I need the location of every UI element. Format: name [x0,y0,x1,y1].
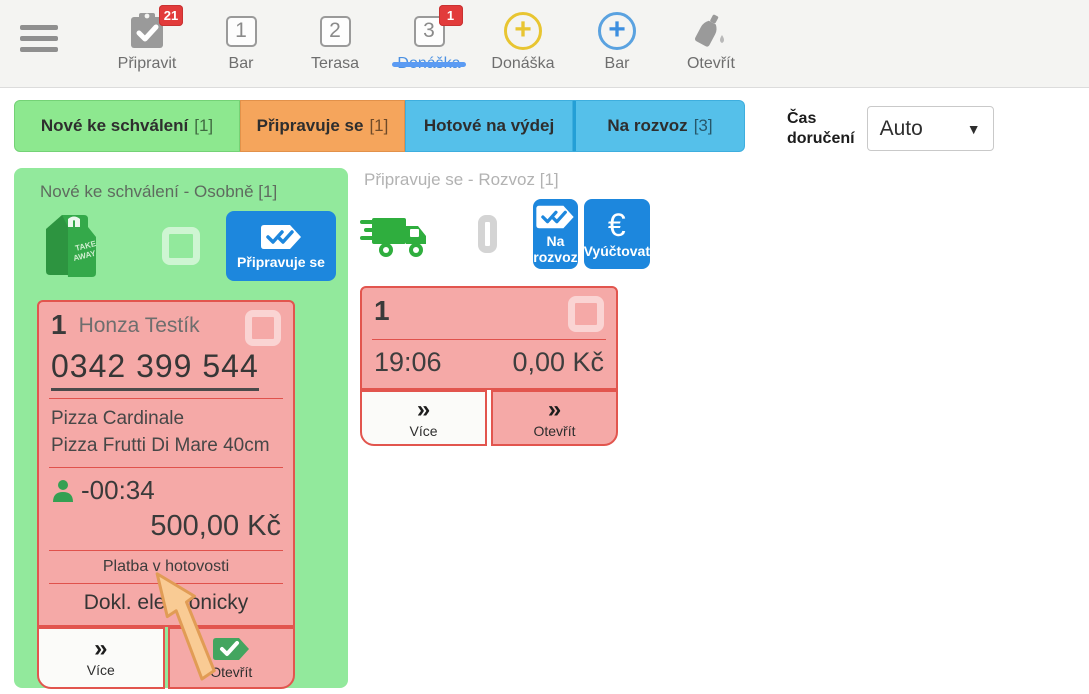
card-checkbox[interactable] [245,310,281,346]
button-label: Otevřít [210,664,253,681]
table-number-icon: 1 [225,11,257,51]
tab-hotove-na-vydej[interactable]: Hotové na výdej [405,100,573,152]
panel-pripravuje-se-rozvoz: Připravuje se - Rozvoz [1] [360,168,650,688]
panel-controls-row: TAKE AWAY Připravuje se [26,208,336,284]
more-icon: » [94,635,108,663]
more-icon: » [416,395,431,423]
tab-label: Připravuje se [256,116,364,135]
toolbar-item-label: Donáška [397,55,461,72]
clipboard-check-icon: 21 [129,5,183,51]
select-checkbox[interactable] [162,227,200,265]
euro-icon: € [607,207,626,243]
card-footer: » Více Otevřít [37,626,295,689]
tag-double-check-icon [536,205,575,229]
toolbar-item-label: Bar [604,55,630,72]
open-button[interactable]: » Otevřít [491,390,618,446]
takeaway-bag-icon: TAKE AWAY [42,213,100,279]
tag-check-green-icon [213,638,250,661]
delivery-truck-icon [360,208,430,260]
countdown-time: -00:34 [81,474,155,505]
toolbar-item-bar-1[interactable]: 1 Bar [194,0,288,73]
card-footer: » Více » Otevřít [360,390,618,446]
toolbar-item-label: Terasa [310,55,360,72]
button-label: Více [86,662,115,679]
order-card[interactable]: 1 Honza Testík 0342 399 544 Pizza Cardin… [37,300,295,627]
toolbar-item-donaska-active[interactable]: 3 1 Donáška [382,0,476,73]
order-total: 0,00 Kč [512,347,604,377]
order-item: Pizza Cardinale [51,408,185,429]
order-items: Pizza Cardinale Pizza Frutti Di Mare 40c… [39,406,293,460]
status-filter-row: Nové ke schválení [1] Připravuje se [1] … [14,100,1075,152]
toolbar-item-label: Připravit [117,55,177,72]
button-label: Otevřít [533,422,576,439]
receipt-type: Dokl. elektronicky [83,590,249,614]
divider [49,466,283,468]
chevron-down-icon: ▼ [966,120,981,137]
pripravuje-se-button[interactable]: Připravuje se [226,211,336,281]
tab-na-rozvoz[interactable]: Na rozvoz [3] [573,100,745,152]
toolbar-item-label: Donáška [491,55,555,72]
count-badge: 1 [438,5,463,26]
toolbar-item-add-donaska[interactable]: + Donáška [476,0,570,73]
tab-label: Na rozvoz [607,116,688,135]
panel-header: Nové ke schválení - Osobně [1] [40,182,278,201]
phone-link[interactable]: 0342 399 544 [51,348,259,391]
main-content: Nové ke schválení - Osobně [1] TAKE AWAY… [0,152,1089,689]
toolbar-item-otevrit[interactable]: Otevřít [664,0,758,73]
tab-nove-ke-schvaleni[interactable]: Nové ke schválení [1] [14,100,240,152]
button-label: Připravuje se [237,254,325,270]
tab-count: [1] [194,116,214,135]
tab-pripravuje-se[interactable]: Připravuje se [1] [240,100,405,152]
bottle-icon [691,11,731,51]
panel-header: Připravuje se - Rozvoz [1] [364,170,559,189]
divider [372,339,606,340]
divider [49,582,283,584]
table-number-icon: 2 [319,11,351,51]
top-toolbar: 21 Připravit 1 Bar 2 Terasa 3 1 Donáška … [0,0,1089,88]
delivery-time-select[interactable]: Auto ▼ [866,106,994,151]
toolbar-item-pripravit[interactable]: 21 Připravit [100,0,194,73]
more-button[interactable]: » Více [360,390,487,446]
tab-label: Hotové na výdej [423,116,555,135]
payment-method: Platba v hotovosti [102,557,230,575]
tab-count: [1] [369,116,389,135]
divider [49,549,283,551]
tag-double-check-icon [261,225,301,249]
panel-controls-row: Na rozvoz € Vyúčtovat [360,196,650,272]
order-number: 1 [374,295,390,326]
button-label: Vyúčtovat [583,243,650,259]
divider [49,398,283,399]
count-badge: 21 [159,5,183,26]
more-button[interactable]: » Více [37,626,165,689]
menu-icon[interactable] [20,25,58,58]
order-time: 19:06 [374,347,442,377]
button-label: Na rozvoz [533,233,578,265]
customer-name: Honza Testík [78,314,200,337]
toolbar-item-add-bar[interactable]: + Bar [570,0,664,73]
table-number-icon: 3 1 [413,5,463,51]
select-checkbox[interactable] [478,215,498,253]
order-card[interactable]: 1 19:06 0,00 Kč [360,286,618,390]
order-total: 500,00 Kč [150,509,281,542]
tab-count: [3] [693,116,713,135]
delivery-time-value: Auto [879,116,923,140]
delivery-time-label: Čas doručení [787,110,855,147]
toolbar-item-label: Bar [228,55,254,72]
vyuctovat-button[interactable]: € Vyúčtovat [583,199,650,269]
open-button[interactable]: Otevřít [167,626,295,689]
person-icon [53,480,73,503]
button-label: Více [409,422,438,439]
card-checkbox[interactable] [568,296,604,332]
tab-label: Nové ke schválení [40,116,189,135]
toolbar-item-label: Otevřít [686,55,735,72]
panel-nove-ke-schvaleni-osobne: Nové ke schválení - Osobně [1] TAKE AWAY… [14,168,348,689]
plus-circle-blue-icon: + [598,11,636,51]
toolbar-item-terasa[interactable]: 2 Terasa [288,0,382,73]
order-number: 1 [51,309,67,340]
plus-circle-yellow-icon: + [504,11,542,51]
open-icon: » [547,395,562,423]
delivery-time-control: Čas doručení Auto ▼ [787,100,994,151]
order-item: Pizza Frutti Di Mare 40cm [51,434,270,456]
na-rozvoz-button[interactable]: Na rozvoz [533,199,578,269]
